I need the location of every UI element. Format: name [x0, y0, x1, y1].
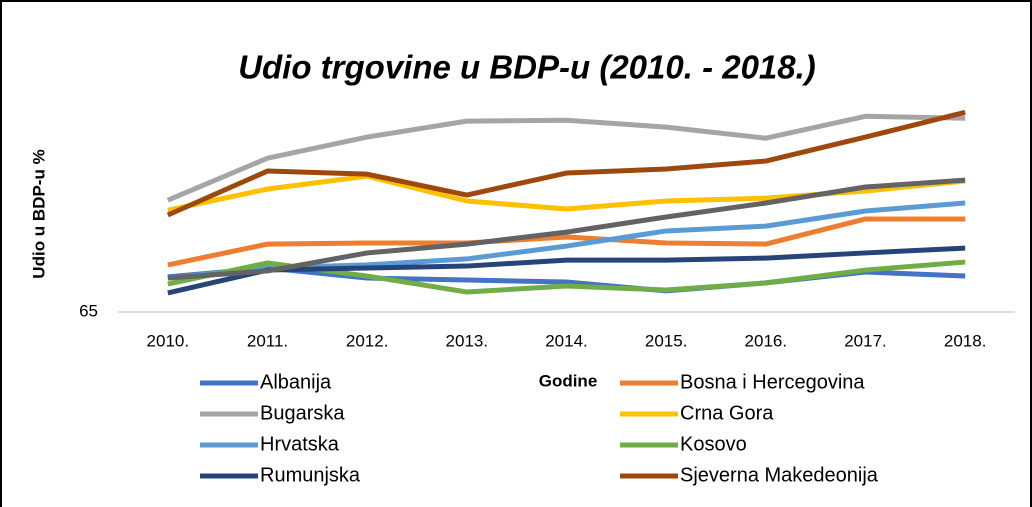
series-line	[167, 173, 966, 213]
x-axis-label: Godine	[539, 371, 598, 390]
series-line	[167, 216, 966, 268]
series-line	[166, 109, 966, 218]
x-tick-label: 2017.	[844, 331, 887, 350]
y-axis-label: Udio u BDP-u %	[29, 149, 48, 278]
x-tick-label: 2011.	[247, 331, 288, 350]
legend-label: Crna Gora	[680, 402, 774, 424]
x-tick-label: 2015.	[645, 331, 688, 350]
legend-label: Hrvatska	[260, 433, 340, 455]
series-line	[167, 245, 966, 296]
x-tick-label: 2012.	[346, 331, 389, 350]
series-line	[166, 113, 966, 203]
legend-label: Albanija	[260, 371, 332, 393]
x-tick-label: 2018.	[944, 331, 987, 350]
legend-label: Kosovo	[680, 433, 747, 455]
chart-title: Udio trgovine u BDP-u (2010. - 2018.)	[238, 49, 816, 86]
x-tick-label: 2010.	[147, 331, 190, 350]
x-tick-label: 2014.	[545, 331, 588, 350]
legend-label: Sjeverna Makedeonija	[680, 464, 879, 486]
x-tick-label: 2013.	[446, 331, 489, 350]
legend-label: Rumunjska	[260, 464, 361, 486]
series-line	[167, 177, 966, 281]
x-tick-label: 2016.	[745, 331, 788, 350]
legend-label: Bosna i Hercegovina	[680, 371, 865, 393]
legend-label: Bugarska	[260, 402, 345, 424]
y-tick-label: 65	[79, 301, 98, 320]
